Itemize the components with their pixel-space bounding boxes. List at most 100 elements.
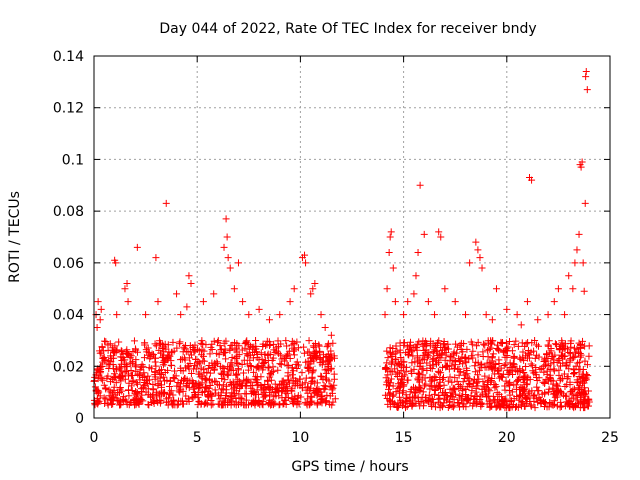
data-point-dense xyxy=(240,356,248,364)
data-point-dense xyxy=(485,345,493,353)
data-point-dense xyxy=(579,337,587,345)
data-point-dense xyxy=(566,381,574,389)
data-point-dense xyxy=(102,395,110,403)
data-point-dense xyxy=(241,340,249,348)
data-point-dense xyxy=(451,374,459,382)
data-point-dense xyxy=(189,385,197,393)
data-point-dense xyxy=(417,397,425,405)
data-point-dense xyxy=(170,347,178,355)
data-point-dense xyxy=(194,391,202,399)
data-point-dense xyxy=(510,381,518,389)
data-point-dense xyxy=(561,383,569,391)
data-points xyxy=(90,68,593,412)
data-point-dense xyxy=(416,362,424,370)
data-point-dense xyxy=(491,384,499,392)
data-point-dense xyxy=(145,376,153,384)
data-point-dense xyxy=(393,373,401,381)
data-point-dense xyxy=(154,382,162,390)
data-point xyxy=(476,254,484,262)
data-point-dense xyxy=(391,365,399,373)
data-point-dense xyxy=(258,355,266,363)
data-point-dense xyxy=(290,347,298,355)
data-point-dense xyxy=(166,377,174,385)
data-point xyxy=(478,264,486,272)
data-point-dense xyxy=(129,376,137,384)
data-point-dense xyxy=(469,347,477,355)
data-point-dense xyxy=(302,374,310,382)
data-point-dense xyxy=(418,393,426,401)
data-point-dense xyxy=(165,383,173,391)
x-tick-label: 0 xyxy=(90,430,99,446)
data-point-dense xyxy=(146,355,154,363)
y-tick-label: 0 xyxy=(75,411,84,427)
data-point-dense xyxy=(274,366,282,374)
data-point-dense xyxy=(218,385,226,393)
data-point-dense xyxy=(576,378,584,386)
data-point-dense xyxy=(132,361,140,369)
data-point-dense xyxy=(104,372,112,380)
chart-title: Day 044 of 2022, Rate Of TEC Index for r… xyxy=(159,21,536,37)
data-point xyxy=(544,311,552,319)
data-point-dense xyxy=(185,354,193,362)
data-point-dense xyxy=(305,337,313,345)
data-point-dense xyxy=(318,373,326,381)
data-point-dense xyxy=(493,389,501,397)
data-point-dense xyxy=(406,393,414,401)
data-point-dense xyxy=(394,380,402,388)
data-point-dense xyxy=(549,384,557,392)
data-point-dense xyxy=(321,385,329,393)
data-point xyxy=(226,264,234,272)
data-point-dense xyxy=(422,346,430,354)
data-point-dense xyxy=(218,371,226,379)
data-point-dense xyxy=(276,351,284,359)
data-point-dense xyxy=(221,348,229,356)
data-point-dense xyxy=(573,345,581,353)
y-tick-label: 0.12 xyxy=(53,101,84,117)
data-point-dense xyxy=(426,382,434,390)
data-point-dense xyxy=(217,346,225,354)
data-point-dense xyxy=(265,338,273,346)
data-point-dense xyxy=(96,347,104,355)
data-point-dense xyxy=(411,343,419,351)
x-tick-label: 5 xyxy=(193,430,202,446)
data-point-dense xyxy=(450,396,458,404)
data-point-dense xyxy=(120,393,128,401)
data-point-dense xyxy=(201,375,209,383)
data-point-dense xyxy=(559,375,567,383)
data-point-dense xyxy=(430,349,438,357)
data-point-dense xyxy=(194,384,202,392)
data-point-dense xyxy=(456,341,464,349)
data-point xyxy=(154,298,162,306)
data-point-dense xyxy=(386,389,394,397)
data-point-dense xyxy=(105,356,113,364)
data-point-dense xyxy=(226,393,234,401)
data-point-dense xyxy=(119,353,127,361)
data-point xyxy=(569,285,577,293)
data-point xyxy=(162,199,170,207)
data-point-dense xyxy=(531,336,539,344)
data-point-dense xyxy=(436,378,444,386)
data-point-dense xyxy=(402,397,410,405)
data-point-dense xyxy=(224,371,232,379)
data-point-dense xyxy=(252,376,260,384)
data-point-dense xyxy=(444,377,452,385)
data-point-dense xyxy=(132,391,140,399)
data-point-dense xyxy=(127,366,135,374)
data-point-dense xyxy=(454,399,462,407)
data-point-dense xyxy=(163,355,171,363)
data-point-dense xyxy=(506,404,514,412)
data-point-dense xyxy=(408,369,416,377)
data-point-dense xyxy=(429,361,437,369)
data-point xyxy=(199,298,207,306)
data-point-dense xyxy=(455,371,463,379)
data-point-dense xyxy=(262,392,270,400)
data-point-dense xyxy=(247,362,255,370)
data-point xyxy=(311,280,319,288)
data-point-dense xyxy=(122,367,130,375)
data-point-dense xyxy=(121,396,129,404)
data-point-dense xyxy=(117,360,125,368)
data-point-dense xyxy=(129,371,137,379)
data-point-dense xyxy=(310,343,318,351)
data-point xyxy=(416,181,424,189)
data-point-dense xyxy=(493,341,501,349)
